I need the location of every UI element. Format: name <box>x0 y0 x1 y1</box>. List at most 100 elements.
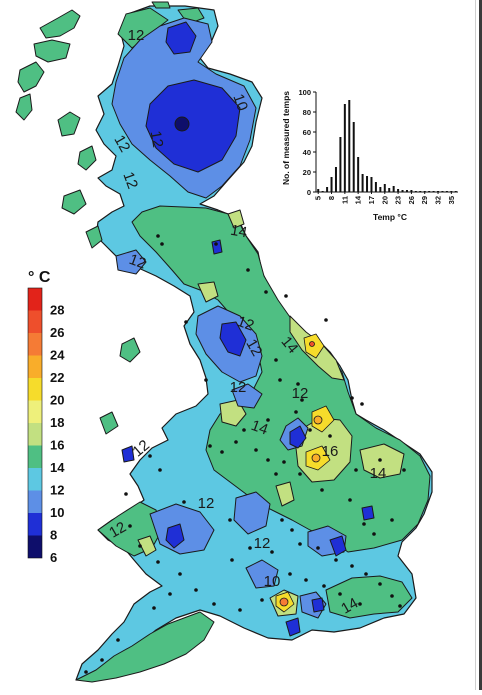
histogram-bar <box>374 182 377 192</box>
histogram-bar <box>410 190 413 192</box>
station-dot <box>152 606 156 610</box>
station-dot <box>156 234 160 238</box>
station-dot <box>194 588 198 592</box>
legend-swatch-10 <box>28 490 42 513</box>
histogram-y-tick: 100 <box>298 88 311 97</box>
histogram-bar <box>392 186 395 192</box>
histogram-bar <box>401 190 404 192</box>
legend-label-24: 24 <box>50 348 65 363</box>
station-dot <box>84 670 88 674</box>
station-dot <box>156 560 160 564</box>
histogram-x-tick: 35 <box>447 196 456 204</box>
station-dot <box>300 398 304 402</box>
histogram-x-tick: 29 <box>420 196 429 204</box>
station-dot <box>354 468 358 472</box>
station-dot <box>298 542 302 546</box>
histogram-bar <box>405 190 408 192</box>
station-dot <box>378 582 382 586</box>
station-dot <box>248 546 252 550</box>
station-dot <box>390 518 394 522</box>
station-dot <box>128 524 132 528</box>
station-dot <box>264 290 268 294</box>
station-dot <box>124 492 128 496</box>
station-dot <box>358 602 362 606</box>
histogram-bar <box>397 189 400 192</box>
histogram-bar <box>388 188 391 192</box>
station-dot <box>304 578 308 582</box>
station-dot <box>208 444 212 448</box>
legend-label-8: 8 <box>50 528 57 543</box>
histogram-y-tick: 20 <box>303 168 311 177</box>
station-dot <box>274 358 278 362</box>
station-dot <box>360 402 364 406</box>
legend-swatch-14 <box>28 445 42 468</box>
histogram-bar <box>423 191 426 192</box>
station-dot <box>116 638 120 642</box>
station-dot <box>378 458 382 462</box>
histogram-bar <box>330 177 333 192</box>
histogram-inset: No. of measured temps Temp °C 1008060402… <box>276 78 466 230</box>
legend-swatch-20 <box>28 378 42 401</box>
contour-label: 12 <box>198 495 215 512</box>
contour-label: 12 <box>119 170 141 191</box>
legend-label-22: 22 <box>50 370 64 385</box>
station-dot <box>372 532 376 536</box>
contour-label: 16 <box>322 443 339 460</box>
station-dot <box>228 518 232 522</box>
station-dot <box>214 242 218 246</box>
station-dot <box>182 500 186 504</box>
histogram-bar <box>317 189 320 192</box>
station-dot <box>402 468 406 472</box>
contour-label: 12 <box>127 251 148 273</box>
station-dot <box>298 472 302 476</box>
station-dot <box>266 418 270 422</box>
contour-label: 10 <box>229 92 251 113</box>
coldest-spot <box>174 116 190 132</box>
legend-label-26: 26 <box>50 325 64 340</box>
legend-swatch-22 <box>28 355 42 378</box>
histogram-bar <box>357 157 360 192</box>
right-edge-rule <box>475 0 482 690</box>
station-dot <box>234 440 238 444</box>
station-dot <box>350 564 354 568</box>
station-dot <box>100 658 104 662</box>
station-dot <box>254 448 258 452</box>
histogram-bar <box>348 100 351 192</box>
legend-unit: ° C <box>28 269 51 286</box>
histogram-bar <box>445 191 448 192</box>
station-dot <box>168 592 172 596</box>
legend-label-16: 16 <box>50 438 64 453</box>
histogram-bar <box>432 191 435 192</box>
station-dot <box>260 598 264 602</box>
station-dot <box>178 572 182 576</box>
station-dot <box>324 318 328 322</box>
legend-label-14: 14 <box>50 460 65 475</box>
histogram-y-tick: 0 <box>307 188 311 197</box>
legend-label-12: 12 <box>50 483 64 498</box>
legend-label-28: 28 <box>50 303 64 318</box>
contour-label: 12 <box>242 336 265 359</box>
contour-label: 12 <box>292 385 309 402</box>
station-dot <box>316 546 320 550</box>
contour-label: 12 <box>110 132 133 155</box>
legend-label-18: 18 <box>50 415 64 430</box>
station-dot <box>338 592 342 596</box>
histogram-x-tick: 26 <box>407 196 416 204</box>
histogram-bar <box>361 174 364 192</box>
histogram-bar <box>352 122 355 192</box>
station-dot <box>290 528 294 532</box>
histogram-y-tick: 60 <box>303 128 311 137</box>
station-dot <box>294 410 298 414</box>
histogram-bar <box>437 191 440 192</box>
station-dot <box>278 378 282 382</box>
station-dot <box>328 434 332 438</box>
station-dot <box>282 460 286 464</box>
histogram-x-tick: 8 <box>327 196 336 200</box>
histogram-bar <box>343 104 346 192</box>
legend-swatch-28 <box>28 288 42 311</box>
histogram-x-tick: 32 <box>434 196 443 204</box>
histogram-y-tick: 40 <box>303 148 311 157</box>
